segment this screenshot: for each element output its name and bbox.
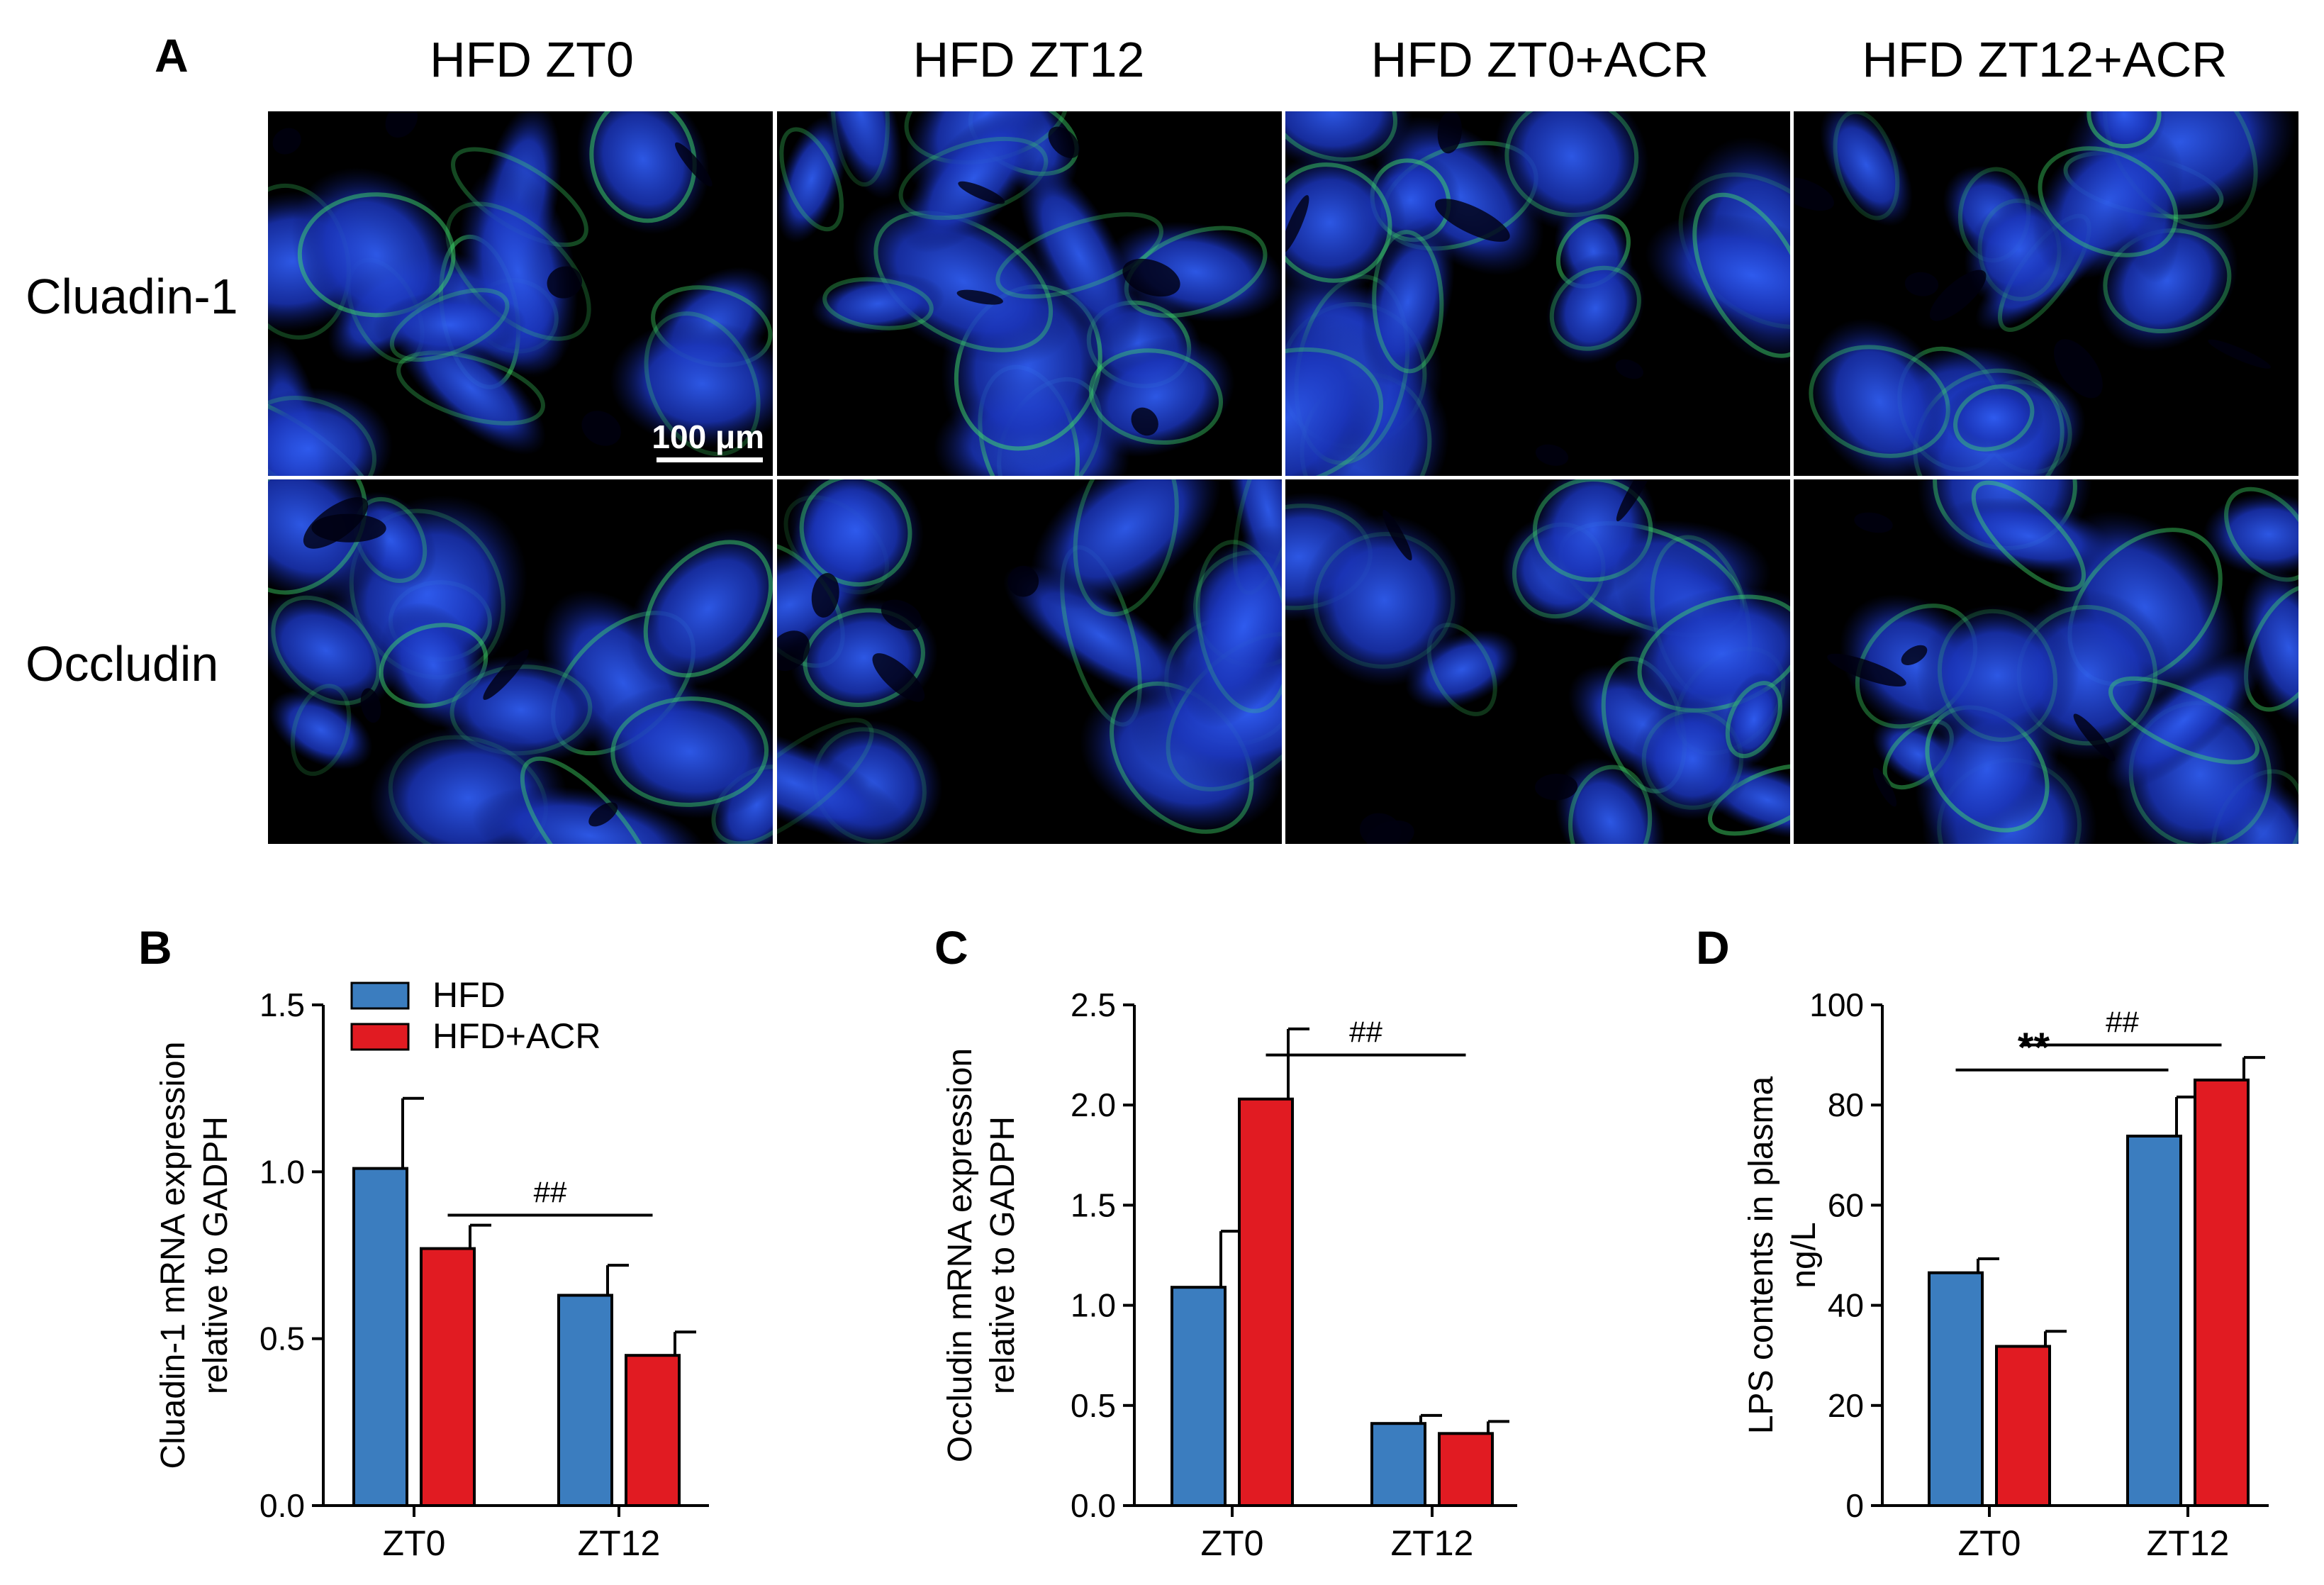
scale-bar <box>657 457 763 462</box>
row-title-occludin: Occludin <box>26 636 219 691</box>
y-tick-label-b: 0.5 <box>259 1320 305 1357</box>
y-tick-label-c: 2.5 <box>1071 986 1116 1023</box>
x-tick-label-c: ZT12 <box>1391 1523 1474 1563</box>
panel-d-letter: D <box>1696 921 1730 974</box>
x-tick-label-d: ZT0 <box>1958 1523 2021 1563</box>
y-tick-label-c: 1.0 <box>1071 1287 1116 1324</box>
legend-label-hfd-acr: HFD+ACR <box>432 1016 601 1056</box>
y-axis-label-d: LPS contents in plasma <box>1743 1077 1780 1435</box>
y-axis-label-c: relative to GADPH <box>984 1116 1022 1394</box>
bar-c-zt12-hfd-acr <box>1438 1432 1494 1508</box>
y-tick-label-b: 0.0 <box>259 1487 305 1524</box>
y-axis-label-d: ng/L <box>1785 1222 1823 1288</box>
micrograph-cluadin-1-2 <box>777 111 1282 476</box>
y-tick-label-b: 1.0 <box>259 1153 305 1190</box>
micrograph-cluadin-1-3 <box>1285 111 1790 476</box>
micrograph-occludin-4 <box>1794 479 2298 844</box>
y-tick-label-d: 80 <box>1828 1086 1864 1123</box>
legend-swatch-hfd <box>350 981 410 1010</box>
y-axis-label-b: relative to GADPH <box>197 1116 235 1394</box>
micrograph-cluadin-1-1: 100 μm <box>268 111 773 476</box>
bar-c-zt0-hfd <box>1171 1286 1227 1507</box>
micrograph-occludin-3 <box>1285 479 1790 844</box>
micrograph-cluadin-1-4 <box>1794 111 2298 476</box>
significance-label-b: ## <box>534 1176 567 1209</box>
bar-d-zt0-hfd <box>1928 1271 1984 1507</box>
y-tick-label-c: 0.5 <box>1071 1387 1116 1424</box>
y-tick-label-d: 0 <box>1845 1487 1864 1524</box>
x-tick-label-d: ZT12 <box>2147 1523 2230 1563</box>
bar-d-zt12-hfd-acr <box>2194 1078 2250 1507</box>
y-tick-label-b: 1.5 <box>259 986 305 1023</box>
bar-b-zt0-hfd-acr <box>420 1247 476 1507</box>
micrograph-occludin-2 <box>777 479 1282 844</box>
panel-a-letter: A <box>155 29 189 82</box>
y-tick-label-c: 2.0 <box>1071 1086 1116 1123</box>
scale-bar-label: 100 μm <box>652 418 764 455</box>
bar-b-zt0-hfd <box>352 1167 408 1508</box>
column-title-hfd-zt0: HFD ZT0 <box>430 32 634 87</box>
significance-label-c: ## <box>1349 1016 1382 1049</box>
y-tick-label-c: 1.5 <box>1071 1186 1116 1223</box>
legend-label-hfd: HFD <box>432 975 505 1015</box>
bar-b-zt12-hfd <box>557 1294 613 1507</box>
bar-d-zt12-hfd <box>2126 1134 2182 1508</box>
y-tick-label-d: 40 <box>1828 1287 1864 1324</box>
bar-b-zt12-hfd-acr <box>625 1354 681 1507</box>
x-tick-label-b: ZT0 <box>383 1523 446 1563</box>
significance-label-d: ## <box>2106 1005 2139 1038</box>
column-title-hfd-zt0-acr: HFD ZT0+ACR <box>1370 32 1709 87</box>
panel-c-letter: C <box>934 921 968 974</box>
legend-swatch-hfd-acr <box>350 1023 410 1051</box>
micrograph-occludin-1 <box>268 479 773 844</box>
y-tick-label-d: 20 <box>1828 1387 1864 1424</box>
y-tick-label-d: 60 <box>1828 1186 1864 1223</box>
bar-d-zt0-hfd-acr <box>1995 1345 2051 1507</box>
x-tick-label-c: ZT0 <box>1201 1523 1264 1563</box>
y-axis-label-b: Cluadin-1 mRNA expression <box>155 1042 192 1469</box>
row-title-cluadin-1: Cluadin-1 <box>26 269 238 324</box>
column-title-hfd-zt12: HFD ZT12 <box>912 32 1145 87</box>
panel-b-letter: B <box>138 921 172 974</box>
y-axis-label-c: Occludin mRNA expression <box>942 1048 979 1462</box>
bar-c-zt0-hfd-acr <box>1238 1097 1294 1507</box>
y-tick-label-c: 0.0 <box>1071 1487 1116 1524</box>
bar-c-zt12-hfd <box>1370 1422 1426 1507</box>
column-title-hfd-zt12-acr: HFD ZT12+ACR <box>1862 32 2228 87</box>
significance-label-d: ** <box>2018 1025 2050 1071</box>
y-tick-label-d: 100 <box>1809 986 1864 1023</box>
x-tick-label-b: ZT12 <box>578 1523 661 1563</box>
